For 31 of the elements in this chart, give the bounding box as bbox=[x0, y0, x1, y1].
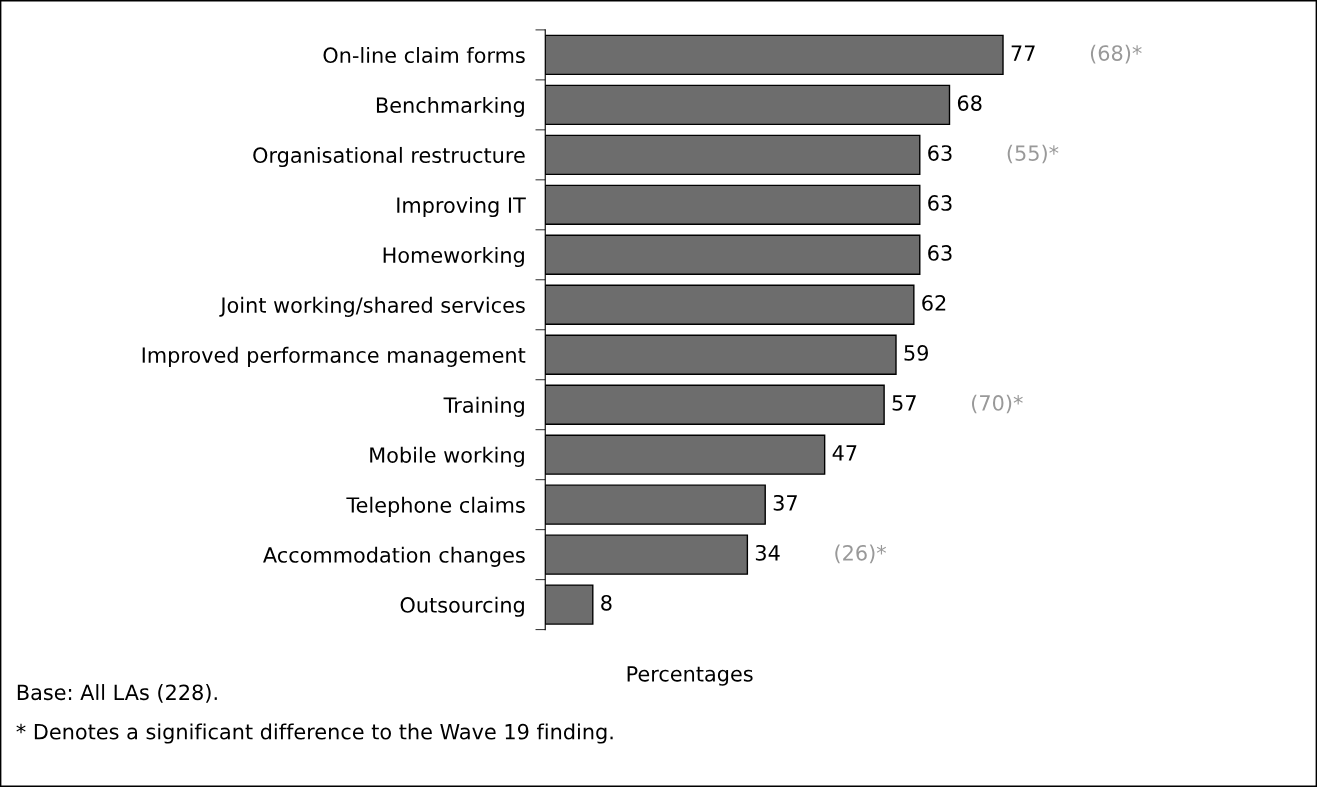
data-label: 62 bbox=[922, 295, 946, 311]
text: (68)* bbox=[1090, 44, 1142, 64]
x-axis-title: Percentages bbox=[627, 666, 753, 686]
y-tick-label: Improving IT bbox=[397, 196, 526, 218]
y-tick-label: Telephone claims bbox=[346, 496, 525, 517]
text: Base: All LAs (228). bbox=[17, 684, 217, 703]
y-tick-label: Training bbox=[443, 396, 524, 417]
data-label: 63 bbox=[928, 145, 952, 161]
data-label: 37 bbox=[773, 494, 797, 511]
annotation: (26)* bbox=[835, 544, 887, 564]
y-tick-label: Outsourcing bbox=[400, 596, 524, 617]
y-tick-label: Mobile working bbox=[370, 446, 524, 467]
y-tick-label: Accommodation changes bbox=[263, 546, 525, 567]
data-label: 57 bbox=[892, 395, 916, 411]
data-label: 68 bbox=[957, 95, 982, 111]
y-tick-label: Joint working/shared services bbox=[219, 296, 525, 318]
data-label: 47 bbox=[832, 445, 857, 461]
data-label: 63 bbox=[928, 245, 952, 261]
data-label: 59 bbox=[904, 345, 928, 361]
data-label: 34 bbox=[755, 544, 780, 561]
y-tick-label: Improved performance management bbox=[142, 346, 526, 367]
y-tick-label: Organisational restructure bbox=[253, 146, 525, 168]
y-tick-label: Homeworking bbox=[383, 246, 524, 268]
y-tick-label: On-line claim forms bbox=[323, 46, 525, 64]
data-label: 63 bbox=[928, 195, 952, 211]
text: (55)* bbox=[1007, 144, 1059, 164]
y-tick-label: Benchmarking bbox=[376, 96, 524, 118]
text: * Denotes a significant difference to the Wave 19 finding. bbox=[16, 723, 613, 744]
data-label: 8 bbox=[601, 594, 612, 611]
annotation: (70)* bbox=[972, 394, 1023, 414]
data-label: 77 bbox=[1011, 45, 1035, 61]
